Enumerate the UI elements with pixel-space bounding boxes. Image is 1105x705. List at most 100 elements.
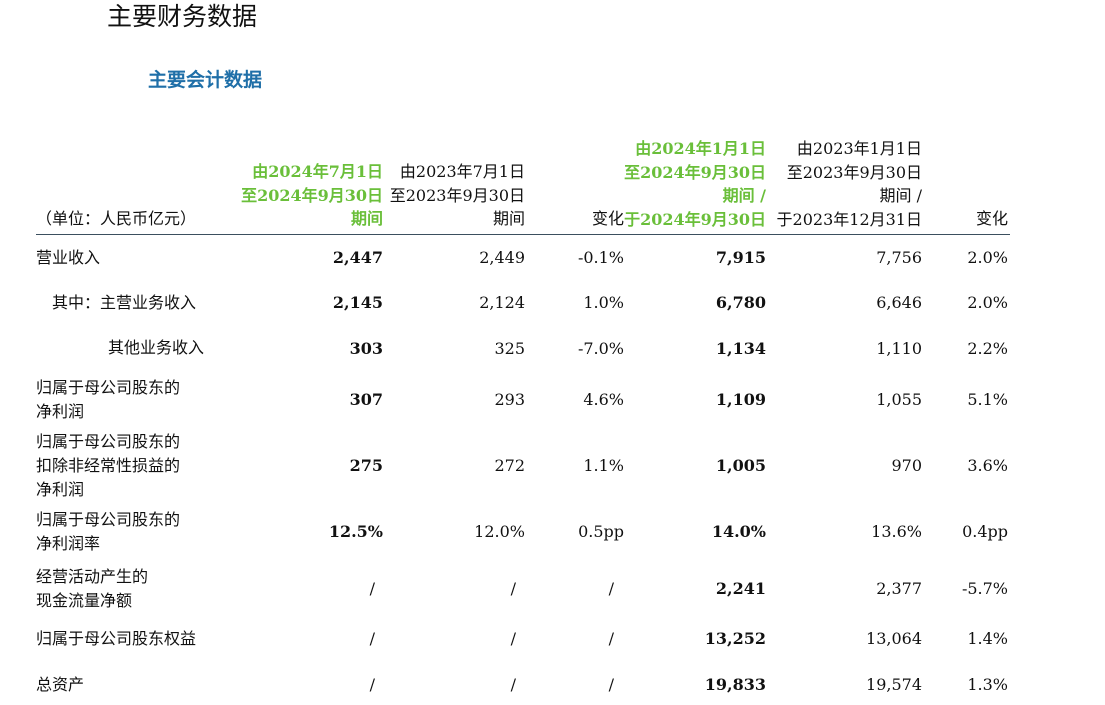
cell-q-change: 1.1% xyxy=(583,456,624,475)
row-label-line: 现金流量净额 xyxy=(36,591,133,610)
cell-q3-2023: 2,449 xyxy=(479,248,525,267)
cell-q3-2023: 293 xyxy=(494,390,525,409)
cell-q3-2023: / xyxy=(510,629,516,648)
row-label-line: 净利润 xyxy=(36,480,85,499)
cell-ytd-2023: 19,574 xyxy=(866,675,922,694)
cell-ytd-2024: 14.0% xyxy=(711,522,766,541)
header-line: 于2023年12月31日 xyxy=(776,209,922,229)
row-label-total-assets: 总资产 xyxy=(36,673,84,697)
header-line: 期间 xyxy=(350,209,383,228)
cell-ytd-2023: 1,110 xyxy=(876,339,922,358)
header-line: 期间 xyxy=(492,209,525,228)
cell-q3-2024: 303 xyxy=(349,339,383,358)
cell-ytd-2024: 1,005 xyxy=(715,456,766,475)
row-label-line: 净利润 xyxy=(36,402,85,421)
cell-q3-2023: 12.0% xyxy=(474,522,525,541)
row-label-line: 扣除非经常性损益的 xyxy=(36,456,181,475)
header-line: 至2024年9月30日 xyxy=(241,185,383,205)
cell-ytd-change: 0.4pp xyxy=(962,522,1008,541)
header-line: 由2023年1月1日 xyxy=(796,139,922,158)
header-ytd-2023: 由2023年1月1日 至2023年9月30日 期间 / 于2023年12月31日 xyxy=(777,137,922,231)
cell-q3-2024: / xyxy=(369,629,375,648)
header-line: 由2024年7月1日 xyxy=(252,162,383,181)
cell-q-change: -7.0% xyxy=(577,339,624,358)
cell-q-change: / xyxy=(608,629,614,648)
row-label-operating-cash-flow: 经营活动产生的 现金流量净额 xyxy=(36,565,148,613)
cell-q-change: / xyxy=(608,579,614,598)
cell-q3-2023: 2,124 xyxy=(479,293,525,312)
row-label-line: 总资产 xyxy=(36,675,85,694)
row-label-line: 归属于母公司股东的 xyxy=(36,432,181,451)
row-label-shareholder-equity: 归属于母公司股东权益 xyxy=(36,627,196,651)
cell-q-change: 1.0% xyxy=(583,293,624,312)
cell-ytd-2023: 7,756 xyxy=(876,248,922,267)
header-line: 期间 / xyxy=(722,186,766,205)
header-line: 变化 xyxy=(975,209,1008,228)
cell-q3-2024: 2,447 xyxy=(332,248,383,267)
row-label-adjusted-net-profit: 归属于母公司股东的 扣除非经常性损益的 净利润 xyxy=(36,430,180,502)
header-line: 由2023年7月1日 xyxy=(399,162,525,181)
cell-ytd-change: 2.2% xyxy=(967,339,1008,358)
row-label-line: 归属于母公司股东权益 xyxy=(36,629,197,648)
cell-ytd-change: 2.0% xyxy=(967,293,1008,312)
header-divider xyxy=(36,234,1010,235)
row-label-net-margin: 归属于母公司股东的 净利润率 xyxy=(36,508,180,556)
row-label-net-profit: 归属于母公司股东的 净利润 xyxy=(36,376,180,424)
cell-q3-2024: 275 xyxy=(349,456,383,475)
cell-ytd-2023: 970 xyxy=(891,456,922,475)
header-q3-2023: 由2023年7月1日 至2023年9月30日 期间 xyxy=(390,160,525,231)
cell-q3-2023: / xyxy=(510,675,516,694)
cell-ytd-2024: 19,833 xyxy=(704,675,766,694)
section-title: 主要会计数据 xyxy=(148,69,263,91)
cell-ytd-2024: 2,241 xyxy=(715,579,766,598)
cell-ytd-2023: 13,064 xyxy=(866,629,922,648)
row-label-other-revenue: 其他业务收入 xyxy=(108,336,204,360)
header-line: 至2023年9月30日 xyxy=(786,162,922,182)
row-label-line: 营业收入 xyxy=(36,248,101,267)
header-line: 变化 xyxy=(591,209,624,228)
row-label-line: 归属于母公司股东的 xyxy=(36,378,181,397)
header-ytd-2024: 由2024年1月1日 至2024年9月30日 期间 / 于2024年9月30日 xyxy=(624,137,766,231)
cell-q3-2024: / xyxy=(369,579,375,598)
page-title: 主要财务数据 xyxy=(107,2,258,31)
cell-ytd-2024: 1,134 xyxy=(715,339,766,358)
cell-ytd-2023: 2,377 xyxy=(876,579,922,598)
cell-q3-2024: / xyxy=(369,675,375,694)
row-label-line: 其他业务收入 xyxy=(108,338,205,357)
row-label-revenue: 营业收入 xyxy=(36,246,100,270)
cell-ytd-change: 1.4% xyxy=(967,629,1008,648)
header-line: 由2024年1月1日 xyxy=(635,139,766,158)
cell-ytd-2023: 6,646 xyxy=(876,293,922,312)
cell-q3-2024: 307 xyxy=(349,390,383,409)
header-line: 于2024年9月30日 xyxy=(624,209,766,229)
cell-ytd-2023: 13.6% xyxy=(871,522,922,541)
cell-q3-2024: 2,145 xyxy=(332,293,383,312)
cell-q3-2023: 272 xyxy=(494,456,525,475)
header-ytd-change: 变化 xyxy=(976,207,1008,231)
header-q3-2024: 由2024年7月1日 至2024年9月30日 期间 xyxy=(241,160,383,231)
cell-q3-2023: / xyxy=(510,579,516,598)
cell-ytd-2023: 1,055 xyxy=(876,390,922,409)
cell-ytd-2024: 7,915 xyxy=(715,248,766,267)
header-line: 至2024年9月30日 xyxy=(624,162,766,182)
cell-q3-2023: 325 xyxy=(494,339,525,358)
cell-ytd-change: 2.0% xyxy=(967,248,1008,267)
cell-q-change: 0.5pp xyxy=(578,522,624,541)
cell-q3-2024: 12.5% xyxy=(328,522,383,541)
cell-q-change: 4.6% xyxy=(583,390,624,409)
cell-ytd-2024: 6,780 xyxy=(715,293,766,312)
cell-ytd-2024: 13,252 xyxy=(704,629,766,648)
cell-ytd-change: 5.1% xyxy=(967,390,1008,409)
row-label-line: 净利润率 xyxy=(36,534,101,553)
unit-label: （单位：人民币亿元） xyxy=(36,209,197,228)
header-q-change: 变化 xyxy=(592,207,624,231)
row-label-line: 其中：主营业务收入 xyxy=(52,293,197,312)
cell-ytd-change: -5.7% xyxy=(961,579,1008,598)
cell-ytd-change: 3.6% xyxy=(967,456,1008,475)
cell-q-change: / xyxy=(608,675,614,694)
header-line: 至2023年9月30日 xyxy=(389,185,525,205)
cell-ytd-change: 1.3% xyxy=(967,675,1008,694)
header-line: 期间 / xyxy=(879,186,922,205)
cell-q-change: -0.1% xyxy=(577,248,624,267)
row-label-main-revenue: 其中：主营业务收入 xyxy=(52,291,196,315)
